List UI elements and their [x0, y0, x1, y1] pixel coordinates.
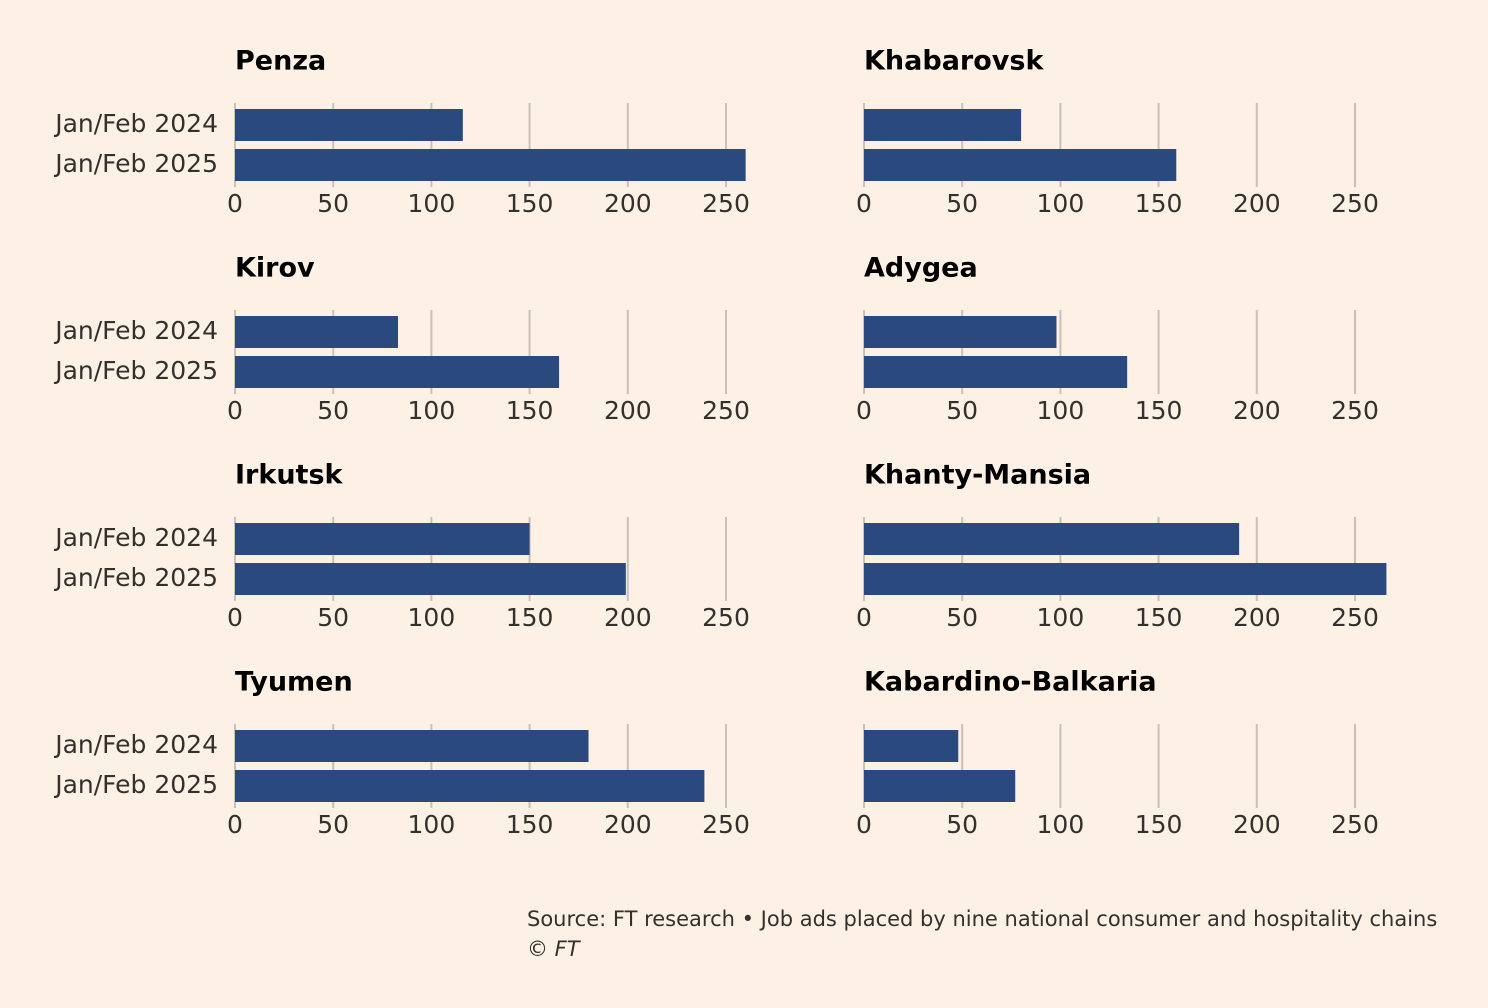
x-tick-label: 250 [1331, 810, 1379, 839]
panel-title: Khanty-Mansia [864, 460, 1091, 491]
x-tick-label: 150 [1135, 810, 1183, 839]
x-tick-label: 100 [408, 396, 456, 425]
credit: © FT [527, 937, 582, 961]
bar [864, 730, 959, 762]
x-tick-label: 50 [946, 189, 978, 218]
x-tick-label: 0 [856, 603, 872, 632]
bar [864, 770, 1016, 802]
x-tick-label: 50 [317, 189, 349, 218]
x-tick-label: 50 [946, 396, 978, 425]
bar [235, 316, 399, 348]
x-tick-label: 200 [604, 396, 652, 425]
x-tick-label: 0 [227, 396, 243, 425]
bar [864, 109, 1022, 141]
x-tick-label: 200 [604, 810, 652, 839]
x-tick-label: 100 [1037, 603, 1085, 632]
x-tick-label: 250 [702, 810, 750, 839]
bar [235, 149, 746, 181]
bar [235, 356, 560, 388]
x-tick-label: 200 [1233, 189, 1281, 218]
bar [864, 563, 1387, 595]
bar [864, 356, 1128, 388]
x-tick-label: 200 [1233, 810, 1281, 839]
panel-title: Kirov [235, 253, 315, 284]
panel-title: Khabarovsk [864, 46, 1044, 77]
x-tick-label: 200 [1233, 603, 1281, 632]
x-tick-label: 150 [506, 810, 554, 839]
source: Source: FT research • Job ads placed by … [527, 907, 1437, 931]
bar [864, 523, 1240, 555]
panel-title: Kabardino-Balkaria [864, 667, 1157, 698]
x-tick-label: 100 [1037, 396, 1085, 425]
x-tick-label: 50 [946, 810, 978, 839]
bar [235, 523, 530, 555]
x-tick-label: 200 [1233, 396, 1281, 425]
x-tick-label: 200 [604, 603, 652, 632]
bar [235, 109, 463, 141]
x-tick-label: 150 [506, 189, 554, 218]
x-tick-label: 200 [604, 189, 652, 218]
x-tick-label: 250 [1331, 603, 1379, 632]
x-tick-label: 0 [856, 396, 872, 425]
panel-title: Penza [235, 46, 326, 77]
panel-title: Adygea [864, 253, 978, 284]
x-tick-label: 250 [1331, 189, 1379, 218]
x-tick-label: 250 [702, 603, 750, 632]
x-tick-label: 150 [1135, 189, 1183, 218]
x-tick-label: 100 [408, 603, 456, 632]
category-label: Jan/Feb 2025 [53, 356, 218, 385]
bar [864, 149, 1177, 181]
x-tick-label: 50 [946, 603, 978, 632]
bar [235, 770, 705, 802]
category-label: Jan/Feb 2025 [53, 770, 218, 799]
x-tick-label: 150 [1135, 396, 1183, 425]
category-label: Jan/Feb 2025 [53, 149, 218, 178]
x-tick-label: 250 [1331, 396, 1379, 425]
x-tick-label: 0 [227, 603, 243, 632]
category-label: Jan/Feb 2024 [53, 109, 218, 138]
category-label: Jan/Feb 2024 [53, 523, 218, 552]
bar [235, 563, 626, 595]
x-tick-label: 50 [317, 396, 349, 425]
x-tick-label: 250 [702, 396, 750, 425]
x-tick-label: 250 [702, 189, 750, 218]
x-tick-label: 50 [317, 810, 349, 839]
panel-title: Tyumen [235, 667, 353, 698]
x-tick-label: 150 [506, 603, 554, 632]
category-label: Jan/Feb 2025 [53, 563, 218, 592]
x-tick-label: 0 [856, 810, 872, 839]
category-label: Jan/Feb 2024 [53, 730, 218, 759]
x-tick-label: 50 [317, 603, 349, 632]
x-tick-label: 100 [1037, 810, 1085, 839]
x-tick-label: 0 [227, 810, 243, 839]
x-tick-label: 100 [408, 189, 456, 218]
x-tick-label: 0 [856, 189, 872, 218]
bar [235, 730, 589, 762]
x-tick-label: 0 [227, 189, 243, 218]
category-label: Jan/Feb 2024 [53, 316, 218, 345]
bar [864, 316, 1057, 348]
x-tick-label: 150 [1135, 603, 1183, 632]
x-tick-label: 150 [506, 396, 554, 425]
x-tick-label: 100 [1037, 189, 1085, 218]
x-tick-label: 100 [408, 810, 456, 839]
panel-title: Irkutsk [235, 460, 344, 491]
